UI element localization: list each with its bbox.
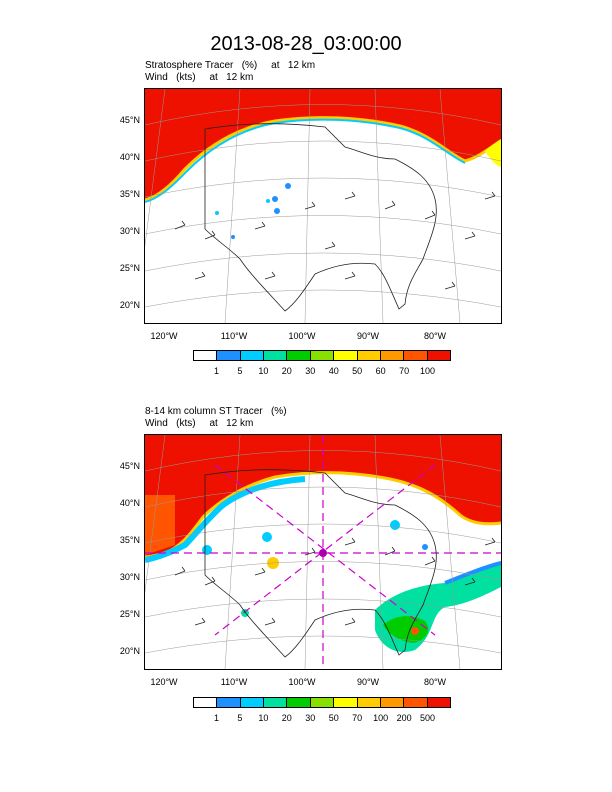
cross-section-center [319, 549, 327, 557]
tracer-blob [390, 520, 400, 530]
colorbar-swatch [264, 351, 288, 360]
colorbar-swatch [240, 351, 265, 360]
colorbar-tick-label: 40 [328, 366, 339, 376]
tracer-edge-cyan [145, 118, 466, 203]
tracer-orange-patch [145, 495, 175, 555]
lon-label: 80°W [423, 677, 447, 687]
lat-label: 20°N [119, 300, 140, 310]
colorbar-swatch [404, 698, 428, 707]
lat-label: 45°N [119, 115, 140, 125]
tracer-blob [272, 196, 278, 202]
graticule [145, 89, 501, 323]
lon-label: 90°W [356, 677, 380, 687]
map-panel-column-st-tracer [144, 434, 502, 670]
colorbar-tick-label: 500 [420, 713, 436, 723]
colorbar-swatch [194, 351, 218, 360]
colorbar-tick-label: 20 [281, 366, 292, 376]
colorbar-tick-label: 1 [213, 713, 219, 723]
wind-barbs [174, 191, 496, 290]
tracer-blob [422, 544, 428, 550]
colorbar-swatch [194, 698, 218, 707]
tracer-blob [215, 211, 219, 215]
colorbar-tick-label: 50 [328, 713, 339, 723]
colorbar-swatch [380, 698, 405, 707]
colorbar-swatch [310, 698, 335, 707]
colorbar-stratosphere-tracer [193, 350, 451, 361]
map-canvas [145, 89, 501, 323]
colorbar-tick-label: 5 [237, 713, 243, 723]
colorbar-swatch [334, 351, 358, 360]
colorbar-swatch [217, 351, 241, 360]
tracer-blob [285, 183, 291, 189]
tracer-blue-plume [444, 561, 501, 585]
tracer-red-region [145, 435, 501, 557]
lat-label: 30°N [119, 572, 140, 582]
colorbar-tick-label: 30 [305, 366, 316, 376]
lat-label: 40°N [119, 152, 140, 162]
tracer-red-region [145, 89, 501, 200]
colorbar-swatch [217, 698, 241, 707]
colorbar-swatch [427, 698, 450, 707]
tracer-edge-yellow [145, 116, 501, 202]
colorbar-swatch [334, 698, 358, 707]
tracer-edge-cyan [145, 476, 306, 563]
colorbar-swatch [380, 351, 405, 360]
lon-label: 100°W [288, 677, 316, 687]
coastline [204, 123, 437, 312]
lon-label: 80°W [423, 331, 447, 341]
colorbar-swatch [287, 698, 311, 707]
colorbar-tick-label: 1 [213, 366, 219, 376]
colorbar-tick-label: 10 [258, 366, 269, 376]
colorbar-swatch [404, 351, 428, 360]
colorbar-tick-label: 100 [373, 713, 389, 723]
colorbar-tick-label: 100 [420, 366, 436, 376]
lon-label: 90°W [356, 331, 380, 341]
panel2-subtitle-wind: Wind (kts) at 12 km [145, 418, 254, 429]
lat-label: 35°N [119, 189, 140, 199]
colorbar-tick-label: 200 [396, 713, 412, 723]
colorbar-swatch [310, 351, 335, 360]
tracer-hotspot [411, 627, 419, 635]
colorbar-swatch [357, 698, 381, 707]
colorbar-swatch [264, 698, 288, 707]
tracer-blob [262, 532, 272, 542]
panel1-subtitle-wind: Wind (kts) at 12 km [145, 72, 254, 83]
colorbar-swatch [287, 351, 311, 360]
colorbar-column-st-tracer [193, 697, 451, 708]
colorbar-tick-label: 20 [281, 713, 292, 723]
panel2-subtitle-tracer: 8-14 km column ST Tracer (%) [145, 406, 287, 417]
lat-label: 30°N [119, 226, 140, 236]
lon-label: 110°W [220, 677, 248, 687]
colorbar-tick-label: 5 [237, 366, 243, 376]
tracer-blob [274, 208, 280, 214]
colorbar-swatch [240, 698, 265, 707]
lon-label: 110°W [220, 331, 248, 341]
map-canvas [145, 435, 501, 669]
tracer-blob [231, 235, 235, 239]
colorbar-tick-label: 10 [258, 713, 269, 723]
lat-label: 35°N [119, 535, 140, 545]
lon-label: 120°W [150, 331, 178, 341]
lon-label: 120°W [150, 677, 178, 687]
wind-barbs [174, 537, 496, 626]
panel1-subtitle-tracer: Stratosphere Tracer (%) at 12 km [145, 60, 316, 71]
colorbar-tick-label: 70 [399, 366, 410, 376]
lat-label: 20°N [119, 646, 140, 656]
tracer-green-core [383, 616, 429, 643]
map-title: 2013-08-28_03:00:00 [210, 33, 402, 55]
lat-label: 45°N [119, 461, 140, 471]
lon-label: 100°W [288, 331, 316, 341]
colorbar-swatch [357, 351, 381, 360]
colorbar-tick-label: 50 [352, 366, 363, 376]
map-panel-stratosphere-tracer [144, 88, 502, 324]
lat-label: 25°N [119, 263, 140, 273]
colorbar-tick-label: 70 [352, 713, 363, 723]
tracer-blob [266, 199, 270, 203]
colorbar-tick-label: 60 [375, 366, 386, 376]
lat-label: 40°N [119, 498, 140, 508]
lat-label: 25°N [119, 609, 140, 619]
colorbar-swatch [427, 351, 450, 360]
coastline [204, 469, 437, 658]
colorbar-tick-label: 30 [305, 713, 316, 723]
